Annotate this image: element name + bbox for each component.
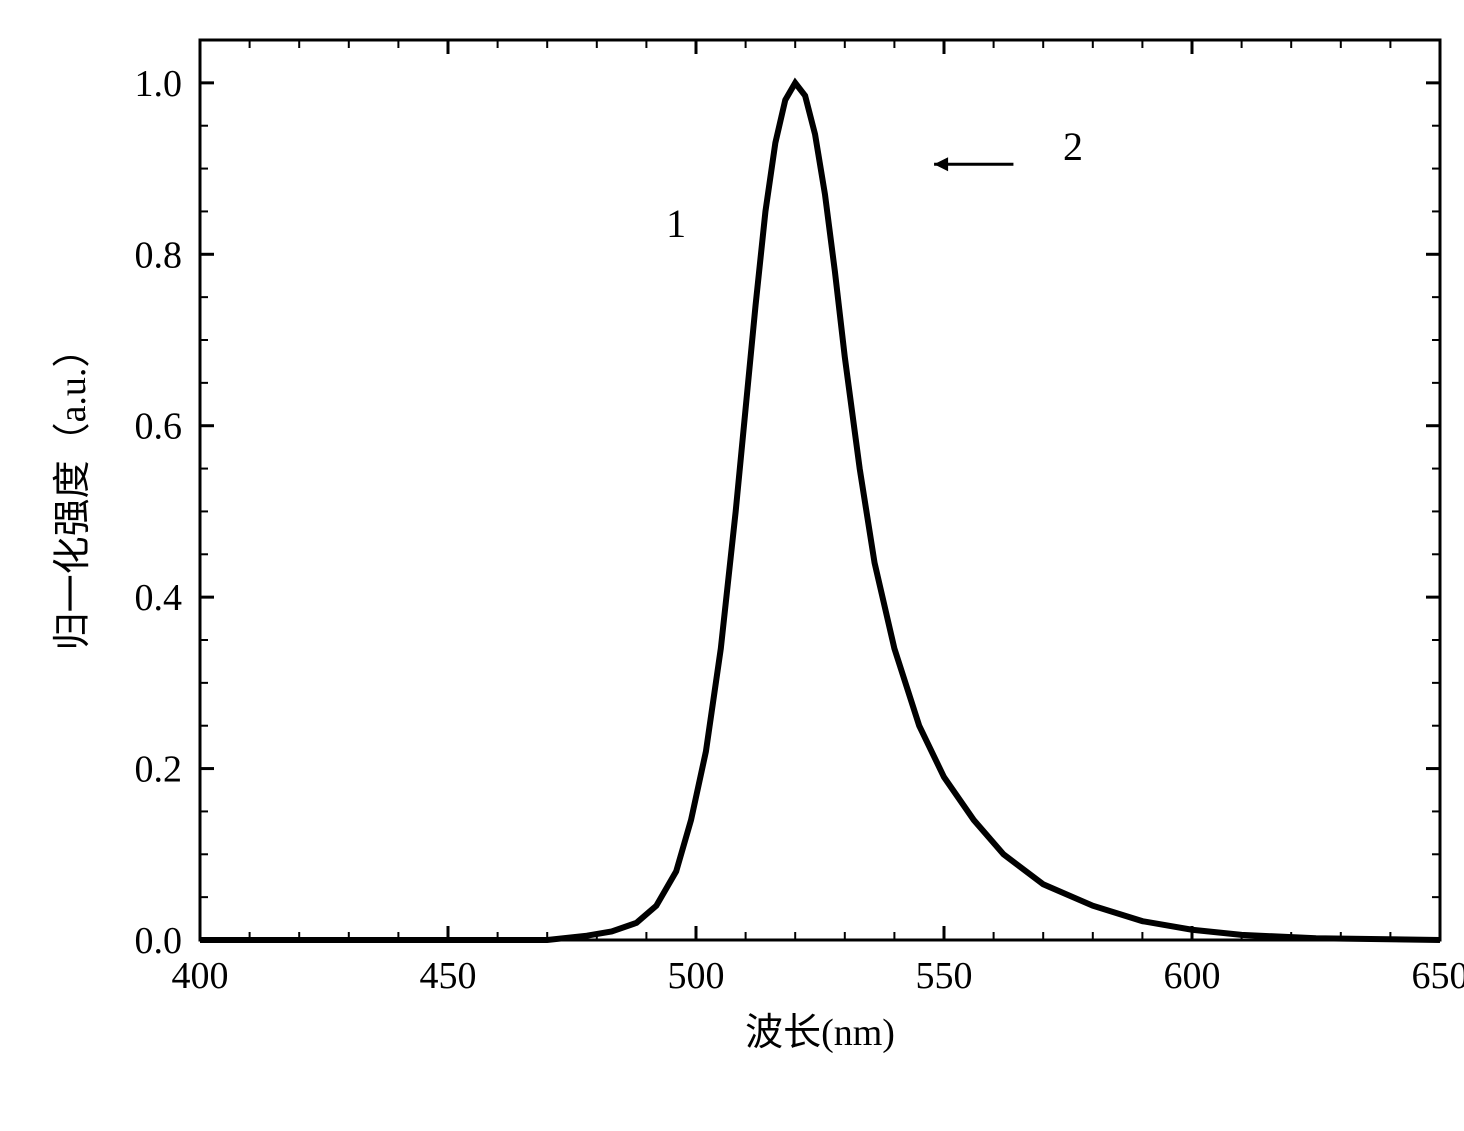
x-tick-label: 550 bbox=[916, 955, 973, 997]
x-tick-label: 500 bbox=[668, 955, 725, 997]
x-tick-label: 600 bbox=[1164, 955, 1221, 997]
x-tick-label: 450 bbox=[420, 955, 477, 997]
y-tick-label: 0.2 bbox=[135, 749, 183, 791]
annotation-label: 1 bbox=[666, 201, 686, 246]
y-tick-label: 0.6 bbox=[135, 406, 183, 448]
spectrum-curve bbox=[200, 83, 1440, 940]
y-tick-label: 1.0 bbox=[135, 63, 183, 105]
chart-svg: 4004505005506006500.00.20.40.60.81.0波长(n… bbox=[20, 20, 1464, 1111]
spectrum-chart: 4004505005506006500.00.20.40.60.81.0波长(n… bbox=[20, 20, 1464, 1111]
x-axis-label: 波长(nm) bbox=[745, 1012, 895, 1054]
arrowhead-icon bbox=[934, 157, 948, 171]
y-tick-label: 0.0 bbox=[135, 920, 183, 962]
annotation-label: 2 bbox=[1063, 124, 1083, 169]
y-tick-label: 0.4 bbox=[135, 577, 183, 619]
y-tick-label: 0.8 bbox=[135, 234, 183, 276]
y-axis-label: 归一化强度（a.u.） bbox=[52, 330, 94, 651]
x-tick-label: 650 bbox=[1412, 955, 1464, 997]
